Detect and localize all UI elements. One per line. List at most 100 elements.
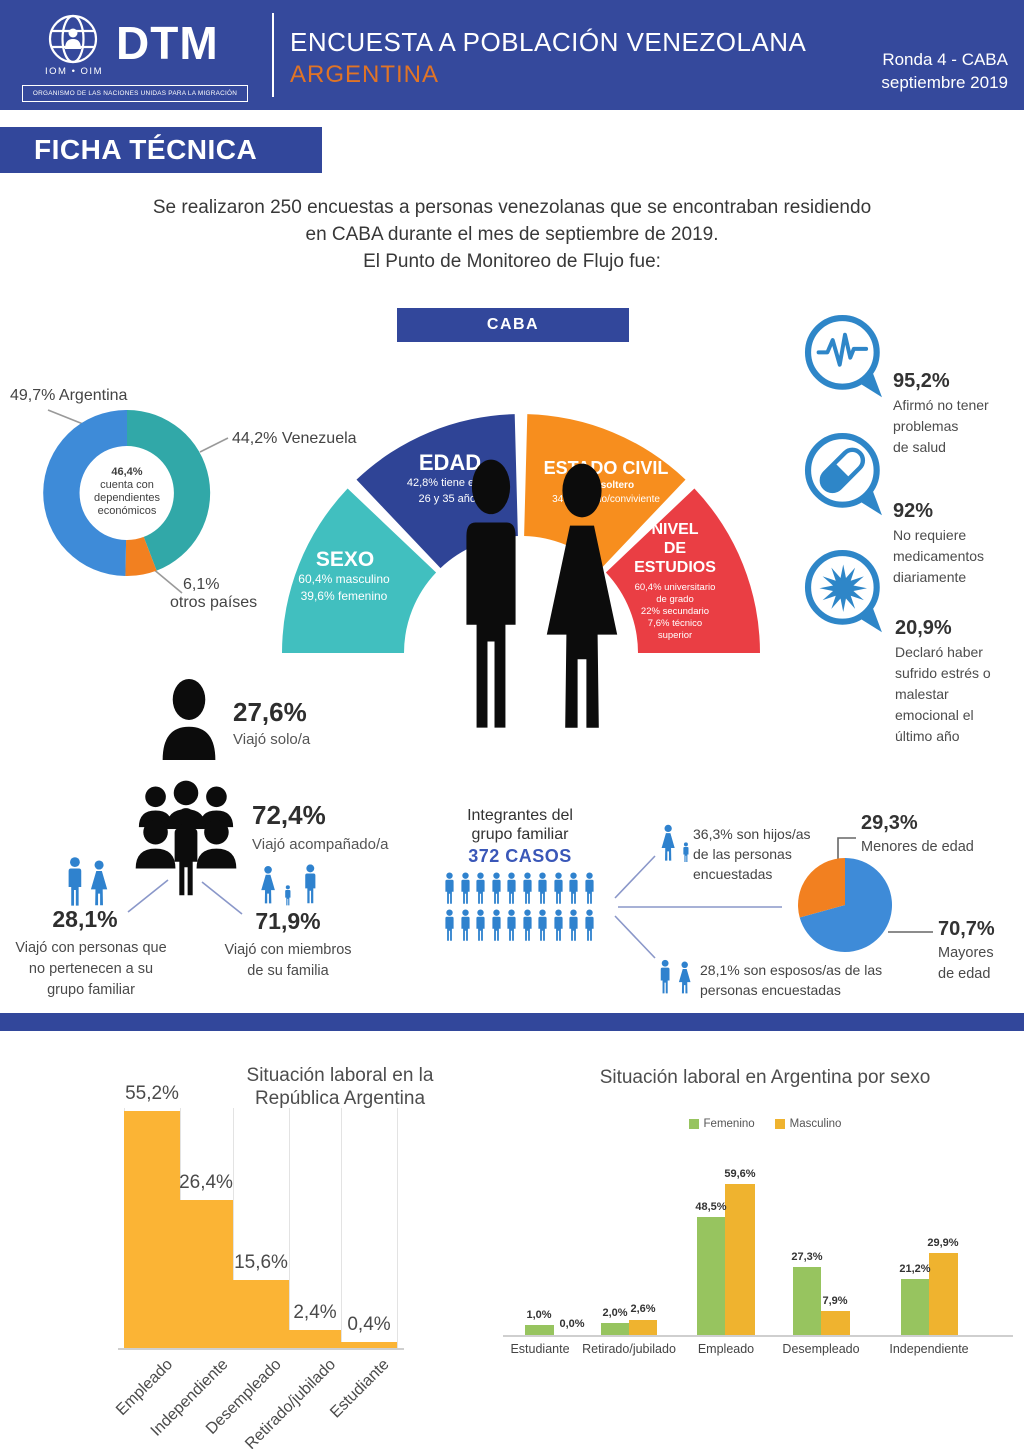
gauge-edad-title: EDAD	[418, 450, 482, 475]
stress-icon	[801, 546, 889, 634]
family-group-cases: 372 CASOS	[468, 846, 572, 866]
x-tick-label: Independiente	[889, 1342, 969, 1356]
family-member-pictogram	[553, 872, 563, 904]
legend-swatch-femenino	[688, 1119, 699, 1129]
family-text: Viajó con miembros de su familia	[224, 942, 352, 979]
dtm-logo: DTM	[116, 17, 219, 69]
family-member-pictogram	[584, 872, 594, 904]
health-stat-value: 20,9%	[895, 617, 952, 639]
woman-figure-icon	[546, 463, 618, 728]
gauge-sexo-lines: 60,4% masculino 39,6% femenino	[298, 572, 390, 603]
family-member-pictogram	[569, 909, 578, 941]
gauge-edad-lines: 42,8% tiene entre 26 y 35 años	[406, 477, 494, 505]
family-member-pictogram	[522, 872, 532, 904]
bar-value-label: 0,4%	[347, 1314, 391, 1335]
family-member-pictogram	[522, 909, 532, 941]
group-icon	[132, 780, 240, 898]
couple-icon	[62, 856, 112, 908]
family-member-pictogram	[553, 909, 563, 941]
family-member-pictogram	[538, 909, 547, 941]
org-strip: ORGANISMO DE LAS NACIONES UNIDAS PARA LA…	[22, 85, 248, 102]
family-member-pictogram	[476, 872, 485, 904]
bar-retirado-f	[601, 1323, 629, 1335]
spouses-annotation: 28,1% son esposos/as de las personas enc…	[700, 962, 883, 998]
donut-label-venezuela: 44,2% Venezuela	[232, 430, 357, 447]
non-family-text: Viajó con personas que no pertenecen a s…	[15, 940, 167, 998]
family-member-pictogram	[460, 909, 470, 941]
gauge-nivel-lines: 60,4% universitario de grado 22% secunda…	[634, 582, 716, 641]
round-label: Ronda 4 - CABA	[882, 50, 1008, 69]
x-tick-label: Retirado/jubilado	[582, 1342, 676, 1356]
bar-value-label: 29,9%	[927, 1237, 959, 1249]
spouses-icon	[656, 958, 696, 996]
gridline	[341, 1108, 342, 1348]
children-annotation: 36,3% son hijos/as de las personas encue…	[693, 826, 811, 882]
family-member-pictogram	[445, 872, 454, 904]
family-member-pictogram	[507, 872, 516, 904]
gauge-estado-lines: 58% soltero 34% casado/conviviente	[552, 480, 660, 505]
x-tick-label: Retirado/jubilado	[242, 1356, 340, 1449]
health-stat-value: 95,2%	[893, 370, 950, 392]
bar-independiente	[180, 1200, 233, 1348]
header-bar	[0, 0, 1024, 110]
intro-text: Se realizaron 250 encuestas a personas v…	[62, 194, 962, 275]
bar-value-label: 59,6%	[724, 1168, 756, 1180]
section-title: FICHA TÉCNICA	[0, 127, 322, 173]
bar-empleado-f	[697, 1217, 725, 1335]
bar-retirado	[289, 1330, 341, 1348]
gridline	[289, 1108, 290, 1348]
bar-empleado-m	[725, 1184, 755, 1335]
header-divider	[272, 13, 274, 97]
monitoring-point-badge: CABA	[397, 308, 629, 342]
report-title: ENCUESTA A POBLACIÓN VENEZOLANA	[290, 27, 807, 57]
bar-value-label: 0,0%	[559, 1318, 585, 1330]
bar-estudiante-f	[525, 1325, 554, 1335]
bar-value-label: 21,2%	[899, 1263, 931, 1275]
family-member-pictogram	[491, 872, 501, 904]
bar-estudiante	[341, 1342, 397, 1348]
laboral-chart-title: Situación laboral en la República Argent…	[246, 1065, 434, 1109]
man-figure-icon	[466, 459, 516, 728]
bar-independiente-m	[929, 1253, 958, 1335]
pictogram-row	[443, 872, 599, 905]
intro-line: El Punto de Monitoreo de Flujo fue:	[363, 251, 661, 272]
minor-value: 29,3%	[861, 812, 918, 834]
laboral-sexo-chart-title: Situación laboral en Argentina por sexo	[599, 1067, 931, 1088]
bar-desempleado	[233, 1280, 289, 1348]
family-member-pictogram	[476, 909, 485, 941]
section-divider	[0, 1013, 1024, 1031]
accompanied-value: 72,4%	[252, 800, 326, 830]
health-stat-text: No requiere medicamentos diariamente	[893, 527, 985, 585]
intro-line: en CABA durante el mes de septiembre de …	[305, 224, 719, 245]
gauge-nivel-title: NIVEL DE ESTUDIOS	[634, 521, 716, 576]
family-member-pictogram	[507, 909, 516, 941]
family-member-pictogram	[538, 872, 547, 904]
x-tick-label: Estudiante	[510, 1342, 570, 1356]
x-tick-label: Desempleado	[782, 1342, 860, 1356]
family-member-pictogram	[491, 909, 501, 941]
donut-label-argentina: 49,7% Argentina	[10, 387, 128, 404]
pictogram-row	[443, 909, 599, 942]
non-family-value: 28,1%	[52, 906, 118, 932]
family-member-pictogram	[445, 909, 454, 941]
bar-empleado	[124, 1111, 180, 1348]
bar-retirado-m	[629, 1320, 657, 1335]
health-stat-text: Afirmó no tener problemas de salud	[893, 397, 989, 455]
x-axis	[118, 1348, 404, 1350]
date-label: septiembre 2019	[881, 73, 1008, 92]
bar-value-label: 27,3%	[791, 1251, 823, 1263]
bar-value-label: 1,0%	[526, 1309, 552, 1321]
bar-value-label: 48,5%	[695, 1201, 727, 1213]
iom-globe-icon	[48, 14, 98, 64]
bar-value-label: 2,6%	[630, 1303, 656, 1315]
solo-label: Viajó solo/a	[233, 731, 311, 748]
x-tick-label: Empleado	[697, 1342, 755, 1356]
legend-item-masculino: Masculino	[774, 1118, 841, 1130]
solo-value: 27,6%	[233, 697, 307, 727]
family-member-pictogram	[569, 872, 578, 904]
accompanied-label: Viajó acompañado/a	[252, 836, 389, 853]
family-icon	[258, 864, 320, 907]
bar-value-label: 26,4%	[179, 1172, 233, 1193]
family-value: 71,9%	[255, 908, 321, 934]
